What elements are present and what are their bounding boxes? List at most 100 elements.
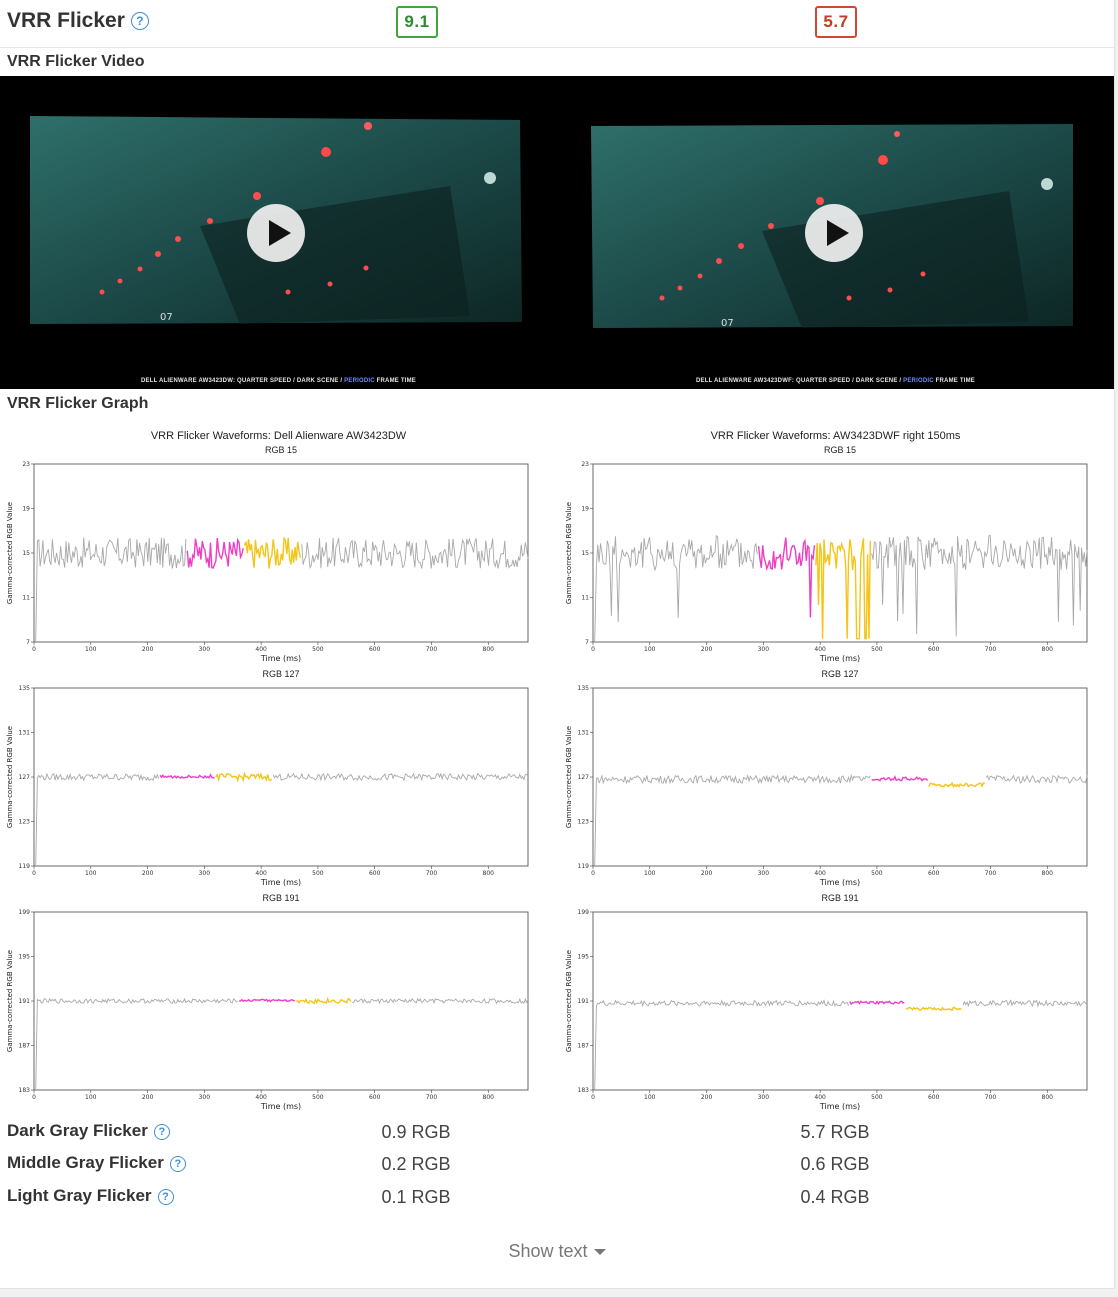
waveform-trace [594, 999, 849, 1091]
video-caption-right: DELL ALIENWARE AW3423DWF: QUARTER SPEED … [696, 378, 975, 384]
play-icon[interactable] [247, 204, 305, 262]
y-tick-label: 15 [581, 550, 589, 557]
y-tick-label: 11 [581, 595, 589, 602]
x-tick-label: 0 [591, 646, 595, 653]
x-tick-label: 600 [369, 870, 381, 877]
video-section-label: VRR Flicker Video [7, 53, 145, 70]
x-tick-label: 100 [85, 646, 97, 653]
subplot-title: RGB 15 [264, 445, 297, 455]
metric-label: Light Gray Flicker? [7, 1186, 174, 1206]
question-circle-icon[interactable]: ? [153, 1123, 170, 1140]
section-title-text: VRR Flicker [7, 9, 125, 32]
question-circle-icon[interactable]: ? [157, 1188, 174, 1205]
metric-value-left: 0.1 RGB [381, 1187, 451, 1207]
x-tick-label: 300 [758, 646, 770, 653]
waveform-highlight-yellow [215, 771, 273, 783]
svg-text:07: 07 [721, 318, 734, 329]
y-tick-label: 127 [19, 774, 31, 781]
waveform-plot: 119 123 127 131 135 0 100 200 300 400 500 600 700 800… [6, 685, 529, 887]
y-tick-label: 23 [22, 461, 30, 468]
y-tick-label: 119 [578, 863, 590, 870]
y-tick-label: 23 [581, 461, 589, 468]
y-tick-label: 127 [578, 774, 590, 781]
waveform-highlight-magenta [757, 537, 816, 618]
waveform-trace [352, 997, 529, 1005]
x-tick-label: 0 [591, 870, 595, 877]
plot-frame [592, 463, 1088, 643]
subplot-title: RGB 127 [821, 669, 859, 679]
waveform-highlight-magenta [159, 773, 215, 780]
y-tick-label: 199 [19, 909, 31, 916]
x-axis-label: Time (ms) [260, 654, 301, 663]
x-tick-label: 800 [1042, 1094, 1054, 1101]
waveform-highlight-yellow [905, 1006, 962, 1012]
video-strip: 07 DELL ALIENWARE AW3423DW: QUARTER SPEE… [0, 76, 1114, 389]
waveform-trace [301, 537, 529, 570]
x-tick-label: 200 [142, 1094, 154, 1101]
metric-value-right: 0.4 RGB [800, 1187, 870, 1207]
y-axis-label: Gamma-corrected RGB Value [6, 502, 14, 604]
play-icon[interactable] [805, 204, 863, 262]
x-axis-label: Time (ms) [819, 654, 860, 663]
metric-value-left: 0.2 RGB [381, 1154, 451, 1174]
metric-value-right: 0.6 RGB [800, 1154, 870, 1174]
x-tick-label: 800 [483, 646, 495, 653]
waveform-trace [272, 772, 529, 782]
waveform-plot: 119 123 127 131 135 0 100 200 300 400 500 600 700 800… [565, 685, 1088, 887]
x-tick-label: 500 [871, 870, 883, 877]
score-badge-left: 9.1 [396, 6, 438, 38]
x-tick-label: 400 [255, 646, 267, 653]
waveform-plot: 183 187 191 195 199 0 100 200 300 400 500 600 700 800… [6, 909, 529, 1111]
waveform-highlight-magenta [238, 998, 296, 1003]
x-tick-label: 200 [701, 1094, 713, 1101]
x-tick-label: 300 [199, 646, 211, 653]
waveform-highlight-yellow [243, 536, 302, 569]
y-tick-label: 195 [19, 954, 31, 961]
x-tick-label: 100 [644, 870, 656, 877]
x-tick-label: 500 [871, 646, 883, 653]
question-circle-icon[interactable]: ? [169, 1155, 186, 1172]
x-axis-label: Time (ms) [819, 878, 860, 887]
waveform-plot: 7 11 15 19 23 0 100 200 300 400 500 600 700 800 Time (… [6, 461, 529, 663]
y-tick-label: 7 [585, 639, 589, 646]
score-badge-right: 5.7 [815, 6, 857, 38]
x-tick-label: 400 [814, 1094, 826, 1101]
y-tick-label: 131 [578, 730, 590, 737]
x-tick-label: 600 [928, 870, 940, 877]
waveform-trace [962, 999, 1088, 1008]
plot-frame [33, 463, 529, 643]
subplot-title: RGB 191 [821, 893, 859, 903]
x-tick-label: 500 [312, 870, 324, 877]
y-axis-label: Gamma-corrected RGB Value [6, 726, 14, 828]
waveform-trace [35, 537, 187, 643]
waveform-plot: 183 187 191 195 199 0 100 200 300 400 500 600 700 800… [565, 909, 1088, 1111]
caret-down-icon [593, 1249, 606, 1256]
waveform-trace [871, 534, 1088, 637]
x-tick-label: 600 [928, 1094, 940, 1101]
x-tick-label: 800 [483, 870, 495, 877]
y-tick-label: 183 [19, 1087, 31, 1094]
y-tick-label: 123 [578, 819, 590, 826]
x-tick-label: 100 [644, 646, 656, 653]
y-tick-label: 19 [581, 506, 589, 513]
x-tick-label: 600 [928, 646, 940, 653]
waveform-trace [35, 772, 160, 867]
video-left[interactable]: 07 DELL ALIENWARE AW3423DW: QUARTER SPEE… [0, 76, 557, 389]
x-tick-label: 300 [199, 1094, 211, 1101]
y-axis-label: Gamma-corrected RGB Value [565, 950, 573, 1052]
video-right[interactable]: 07 DELL ALIENWARE AW3423DWF: QUARTER SPE… [557, 76, 1114, 389]
x-tick-label: 400 [255, 1094, 267, 1101]
x-tick-label: 0 [32, 646, 36, 653]
plot-frame [592, 911, 1088, 1091]
x-tick-label: 800 [1042, 870, 1054, 877]
x-tick-label: 0 [32, 1094, 36, 1101]
waveform-highlight-yellow [295, 996, 352, 1005]
video-caption-left: DELL ALIENWARE AW3423DW: QUARTER SPEED /… [141, 378, 416, 384]
waveform-highlight-magenta [849, 1000, 905, 1006]
show-text-toggle[interactable]: Show text [0, 1241, 1114, 1262]
x-tick-label: 500 [312, 646, 324, 653]
show-text-label: Show text [508, 1241, 588, 1261]
x-tick-label: 700 [426, 1094, 438, 1101]
x-tick-label: 200 [701, 870, 713, 877]
question-circle-icon[interactable]: ? [130, 12, 149, 31]
